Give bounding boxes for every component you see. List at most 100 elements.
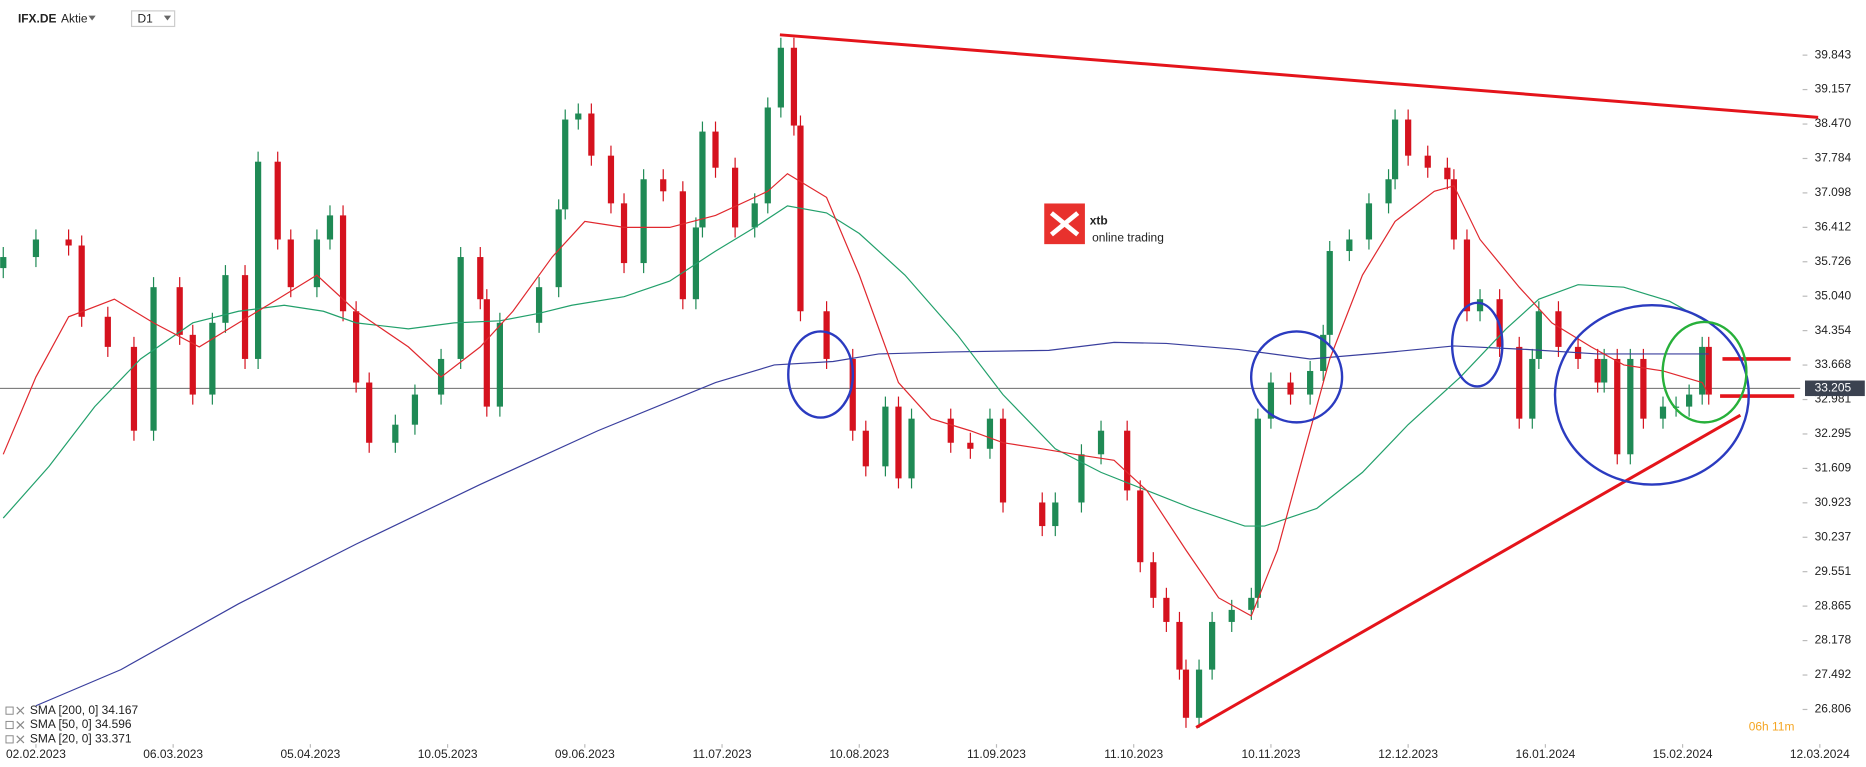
candle-body <box>1254 418 1261 598</box>
candle-body <box>189 334 196 395</box>
candle-body <box>1287 382 1294 395</box>
candle-body <box>1320 334 1327 371</box>
candle-body <box>1228 609 1235 622</box>
countdown: 06h 11m <box>1749 720 1795 734</box>
legend-remove[interactable] <box>16 706 25 715</box>
legend-remove[interactable] <box>16 735 25 744</box>
candle-body <box>999 418 1007 503</box>
candle-body <box>908 418 915 479</box>
x-tick-label: 12.03.2024 <box>1790 747 1850 761</box>
x-tick-label: 10.05.2023 <box>418 747 478 761</box>
candle-body <box>209 322 216 395</box>
y-tick-label: 37.784 <box>1815 151 1852 165</box>
candle-body <box>751 203 758 228</box>
candle-body <box>764 107 771 204</box>
candle-body <box>588 113 595 156</box>
logo-x <box>1049 211 1080 237</box>
support-line <box>1195 413 1742 729</box>
last-price-label: 33.205 <box>1815 380 1852 394</box>
y-tick-label: 36.412 <box>1815 219 1852 233</box>
logo-tagline: online trading <box>1092 230 1164 244</box>
candle-body <box>176 287 183 335</box>
candle-body <box>1346 239 1353 252</box>
candle-body <box>895 406 902 479</box>
candle-body <box>862 430 869 467</box>
candle-body <box>1137 490 1144 563</box>
candle-body <box>882 406 889 467</box>
interval-dropdown <box>163 15 172 21</box>
legend-remove[interactable] <box>16 720 25 730</box>
candle-body <box>392 424 399 443</box>
candle-body <box>1529 358 1536 419</box>
candle-body <box>640 179 647 264</box>
candle-body <box>575 113 582 120</box>
candle-body <box>1594 358 1601 383</box>
candle-body <box>326 215 334 240</box>
candle-body <box>1535 311 1542 359</box>
interval-select[interactable] <box>130 10 176 28</box>
candle-body <box>366 382 373 443</box>
candle-body <box>712 131 719 168</box>
resistance-line <box>779 33 1819 119</box>
candle-body <box>797 125 804 312</box>
y-tick-label: 28.178 <box>1815 633 1852 647</box>
candle-body <box>1078 454 1085 503</box>
y-tick-label: 27.492 <box>1815 667 1852 681</box>
candle-body <box>1195 669 1203 718</box>
candle-body <box>986 418 994 449</box>
sma-line <box>35 341 1709 707</box>
candle-body <box>1385 179 1392 204</box>
candle-body <box>1326 251 1333 335</box>
candle-body <box>1450 179 1458 240</box>
highlight-circle <box>1553 303 1750 486</box>
candle-body <box>457 257 464 359</box>
candle-body <box>104 316 111 347</box>
candle-body <box>1209 621 1216 670</box>
candle-body <box>1150 562 1157 598</box>
x-tick-label: 05.04.2023 <box>280 747 340 761</box>
x-tick-label: 16.01.2024 <box>1515 747 1575 761</box>
candle-body <box>1052 502 1059 527</box>
candle-body <box>1659 406 1667 419</box>
x-tick-label: 11.10.2023 <box>1104 747 1163 761</box>
x-tick-label: 06.03.2023 <box>143 747 203 761</box>
y-tick-label: 30.237 <box>1815 529 1852 543</box>
candle-body <box>483 299 490 407</box>
candle-body <box>241 275 249 359</box>
candle-body <box>1627 358 1634 455</box>
candle-body <box>790 47 798 126</box>
candle-body <box>1039 502 1046 527</box>
symbol: IFX.DE <box>18 11 57 25</box>
candle-body <box>1686 394 1693 407</box>
legend-icon <box>5 706 14 715</box>
candle-body <box>1163 597 1170 622</box>
x-tick-label: 10.08.2023 <box>829 747 889 761</box>
sma-line <box>2 205 1709 527</box>
candle-body <box>1444 167 1451 180</box>
x-tick-label: 15.02.2024 <box>1653 747 1713 761</box>
candle-body <box>732 167 739 228</box>
candle-body <box>555 209 562 288</box>
candle-body <box>1705 346 1712 395</box>
y-tick-label: 28.865 <box>1815 598 1852 612</box>
candle-body <box>254 161 262 359</box>
candle-body <box>150 287 157 431</box>
sma-line <box>2 172 1710 617</box>
candle-body <box>562 119 569 210</box>
legend-icon <box>5 735 14 744</box>
highlight-circle <box>1450 301 1504 388</box>
interval: D1 <box>138 11 154 25</box>
legend-label: SMA [50, 0] 34.596 <box>30 717 132 731</box>
x-tick-label: 02.02.2023 <box>6 747 66 761</box>
logo: xtb online trading <box>1044 203 1164 244</box>
symbol-dropdown[interactable] <box>88 15 96 21</box>
candle-body <box>32 239 40 258</box>
legend-label: SMA [20, 0] 33.371 <box>30 732 132 746</box>
candle-body <box>78 245 85 317</box>
candle-body <box>477 257 484 300</box>
candle-body <box>1640 358 1647 419</box>
y-tick-label: 37.098 <box>1815 185 1852 199</box>
candle-body <box>607 155 615 204</box>
y-tick-label: 39.157 <box>1815 82 1852 96</box>
